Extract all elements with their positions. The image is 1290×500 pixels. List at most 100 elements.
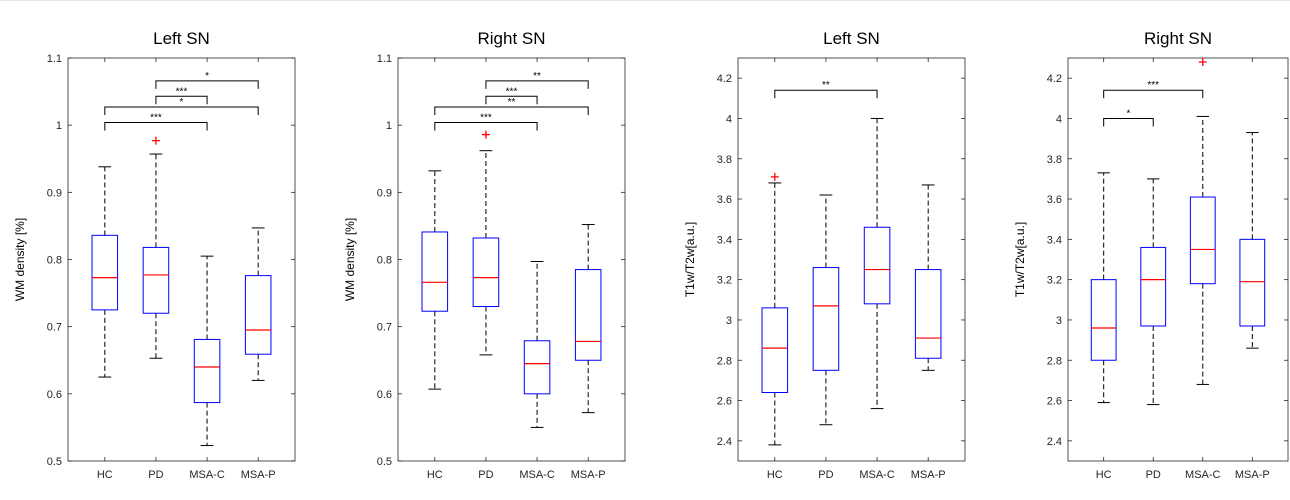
box-iqr bbox=[523, 340, 551, 395]
plot-area bbox=[737, 57, 966, 462]
y-tick-label: 2.8 bbox=[717, 355, 732, 367]
y-tick-label: 0.7 bbox=[47, 322, 62, 334]
x-tick-label: HC bbox=[427, 469, 443, 481]
y-tick-label: 0.7 bbox=[377, 322, 392, 334]
significance-bracket bbox=[155, 95, 208, 105]
significance-label: *** bbox=[480, 112, 492, 123]
significance-bracket bbox=[485, 80, 589, 89]
significance-label: ** bbox=[533, 71, 541, 82]
box-iqr bbox=[761, 307, 789, 393]
y-axis-label: WM density [%] bbox=[13, 218, 27, 301]
plot-area bbox=[67, 57, 296, 462]
significance-label: ** bbox=[822, 80, 830, 91]
y-tick-label: 3.4 bbox=[1047, 234, 1062, 246]
significance-bracket bbox=[155, 80, 259, 89]
y-tick-label: 0.9 bbox=[377, 187, 392, 199]
y-tick-label: 1.1 bbox=[377, 53, 392, 65]
box-iqr bbox=[812, 267, 840, 371]
y-tick-label: 3.2 bbox=[1047, 275, 1062, 287]
y-tick-label: 4 bbox=[1056, 113, 1062, 125]
significance-bracket bbox=[104, 121, 208, 131]
significance-label: *** bbox=[506, 86, 518, 97]
box-iqr bbox=[1140, 246, 1167, 327]
y-tick-label: 3.6 bbox=[717, 194, 732, 206]
box-iqr bbox=[1239, 238, 1266, 327]
y-tick-label: 2.6 bbox=[1047, 396, 1062, 408]
box-iqr bbox=[91, 234, 119, 311]
y-tick-label: 1 bbox=[56, 120, 62, 132]
y-tick-label: 2.8 bbox=[1047, 355, 1062, 367]
box-iqr bbox=[244, 275, 272, 355]
y-tick-label: 2.4 bbox=[1047, 436, 1062, 448]
x-tick-label: MSA-C bbox=[859, 469, 895, 481]
significance-bracket bbox=[434, 121, 538, 131]
x-tick-label: PD bbox=[148, 469, 163, 481]
box-iqr bbox=[421, 231, 449, 312]
y-tick-label: 1 bbox=[386, 120, 392, 132]
y-tick-label: 3.8 bbox=[1047, 154, 1062, 166]
significance-bracket bbox=[1103, 117, 1154, 127]
y-tick-label: 0.9 bbox=[47, 187, 62, 199]
top-divider bbox=[0, 0, 1290, 1]
chart-title: Left SN bbox=[153, 29, 210, 48]
box-iqr bbox=[472, 237, 500, 308]
y-tick-label: 3.8 bbox=[717, 154, 732, 166]
x-tick-label: MSA-P bbox=[241, 469, 276, 481]
x-tick-label: MSA-P bbox=[1235, 469, 1270, 481]
y-tick-label: 3.6 bbox=[1047, 194, 1062, 206]
outlier-marker bbox=[770, 172, 779, 181]
significance-bracket bbox=[1103, 89, 1204, 99]
plot-area bbox=[397, 57, 626, 462]
box-iqr bbox=[1189, 196, 1216, 285]
y-tick-label: 0.6 bbox=[377, 389, 392, 401]
y-tick-label: 2.4 bbox=[717, 436, 732, 448]
x-tick-label: PD bbox=[1146, 469, 1161, 481]
chart-title: Right SN bbox=[477, 29, 545, 48]
y-tick-label: 0.6 bbox=[47, 389, 62, 401]
y-tick-label: 3 bbox=[726, 315, 732, 327]
y-tick-label: 0.8 bbox=[377, 255, 392, 267]
chart-title: Right SN bbox=[1144, 29, 1212, 48]
x-tick-label: PD bbox=[818, 469, 833, 481]
significance-label: * bbox=[205, 71, 209, 82]
x-tick-label: HC bbox=[767, 469, 783, 481]
significance-label: ** bbox=[508, 97, 516, 108]
x-tick-label: MSA-C bbox=[1185, 469, 1221, 481]
y-axis-label: WM density [%] bbox=[343, 218, 357, 301]
y-axis-label: T1w/T2w[a.u.] bbox=[1013, 222, 1027, 297]
significance-label: *** bbox=[1147, 80, 1159, 91]
chart-title: Left SN bbox=[823, 29, 880, 48]
y-tick-label: 3.2 bbox=[717, 275, 732, 287]
y-tick-label: 4 bbox=[726, 113, 732, 125]
x-tick-label: PD bbox=[478, 469, 493, 481]
y-tick-label: 0.5 bbox=[47, 456, 62, 468]
x-tick-label: MSA-C bbox=[189, 469, 225, 481]
y-tick-label: 0.5 bbox=[377, 456, 392, 468]
box-iqr bbox=[142, 246, 170, 314]
y-axis-label: T1w/T2w[a.u.] bbox=[683, 222, 697, 297]
y-tick-label: 3 bbox=[1056, 315, 1062, 327]
significance-label: * bbox=[1126, 108, 1130, 119]
x-tick-label: MSA-C bbox=[519, 469, 555, 481]
significance-bracket bbox=[774, 89, 878, 99]
significance-label: * bbox=[180, 97, 184, 108]
box-iqr bbox=[914, 269, 942, 359]
x-tick-label: MSA-P bbox=[911, 469, 946, 481]
y-tick-label: 4.2 bbox=[717, 73, 732, 85]
box-iqr bbox=[574, 269, 602, 361]
x-tick-label: HC bbox=[1096, 469, 1112, 481]
outlier-marker bbox=[481, 130, 490, 139]
y-tick-label: 3.4 bbox=[717, 234, 732, 246]
significance-label: *** bbox=[150, 112, 162, 123]
significance-bracket bbox=[434, 106, 589, 116]
box-iqr bbox=[863, 226, 891, 305]
x-tick-label: MSA-P bbox=[571, 469, 606, 481]
significance-bracket bbox=[485, 95, 538, 105]
y-tick-label: 1.1 bbox=[47, 53, 62, 65]
outlier-marker bbox=[151, 136, 160, 145]
x-tick-label: HC bbox=[97, 469, 113, 481]
box-iqr bbox=[193, 338, 221, 404]
plot-area bbox=[1067, 57, 1289, 462]
